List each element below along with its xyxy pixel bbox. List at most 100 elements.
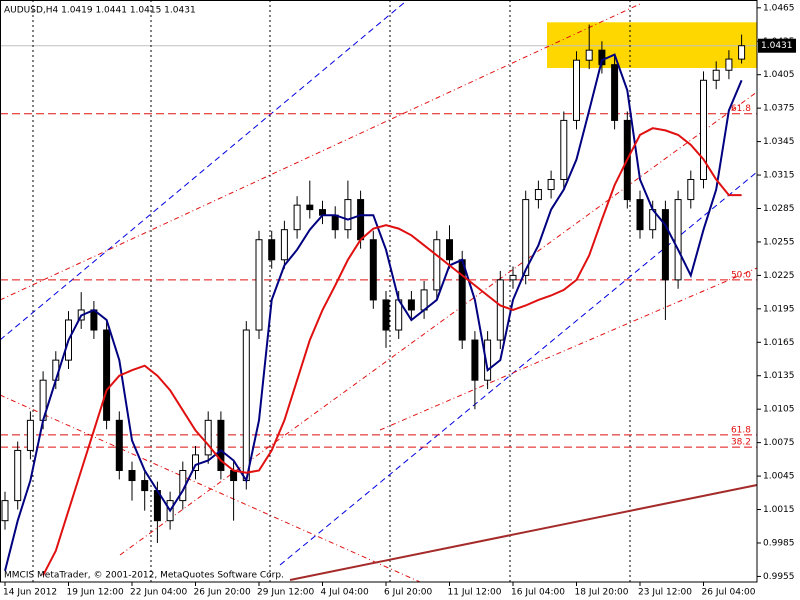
y-tick-label: 0.9985 [763,538,795,548]
candle-body [103,329,111,421]
x-tick-label: 23 Jul 12:00 [638,588,692,598]
candle-body [217,419,225,472]
candle-body [585,49,593,61]
x-tick-label: 26 Jul 04:00 [702,588,756,598]
trend-line [289,484,758,581]
moving-average [42,127,742,576]
candle-body [674,199,682,281]
candle-body [560,119,568,181]
x-tick-label: 18 Jul 20:00 [575,588,629,598]
fib-level-label: 38.2 [731,438,751,448]
x-tick-label: 14 Jun 2012 [3,588,57,598]
price-axis-area [757,0,800,600]
candle-body [230,470,238,482]
fib-level-label: 61.8 [731,104,751,114]
candle-body [446,239,453,261]
y-tick-label: 1.0465 [763,3,795,13]
copyright: MMCIS MetaTrader, © 2001-2012, MetaQuote… [4,571,284,581]
candle-body [636,199,644,231]
candle-body [280,229,288,261]
x-tick-label: 22 Jun 04:00 [130,588,187,598]
time-axis-area [0,582,800,600]
plot-border [0,0,758,583]
y-tick-label: 1.0105 [763,405,795,415]
candle-body [1,500,9,522]
y-tick-label: 1.0285 [763,204,795,214]
y-tick-label: 1.0225 [763,271,795,281]
chart-title: AUDUSD,H4 1.0419 1.0441 1.0415 1.0431 [4,6,196,16]
candle-body [738,45,746,60]
candle-body [484,339,492,381]
x-tick-label: 6 Jul 20:00 [384,588,433,598]
trend-line [0,394,421,583]
supply-zone [547,22,757,69]
separators [32,0,631,582]
fib-level-label: 50.0 [731,270,751,280]
x-tick-label: 16 Jul 04:00 [511,588,565,598]
candle-body [598,49,606,66]
candle-body [712,69,720,81]
axes-layer: 1.04651.04351.04051.03751.03451.03151.02… [3,3,796,598]
zone-layer [0,22,757,69]
candle-body [725,58,733,71]
candle-body [661,209,669,281]
candle-body [242,329,250,482]
candle-body [407,299,415,311]
y-tick-label: 1.0195 [763,304,795,314]
price-label: 1.0431 [761,41,793,51]
y-tick-label: 1.0075 [763,438,795,448]
candle-body [141,480,149,492]
y-tick-label: 1.0015 [763,505,795,515]
candle-body [306,204,314,211]
candle-body [433,239,441,291]
candle-body [357,199,365,241]
candle-body [128,470,136,482]
candle-body [547,179,555,191]
candle-body [331,214,339,231]
x-tick-label: 29 Jun 12:00 [257,588,314,598]
candle-body [534,189,542,201]
trend-line [379,267,758,431]
candle-body [14,449,22,502]
y-tick-label: 1.0405 [763,70,795,80]
price-label-box [758,38,796,53]
y-tick-label: 0.9955 [763,572,795,582]
x-tick-label: 19 Jun 12:00 [67,588,124,598]
y-tick-label: 1.0315 [763,171,795,181]
channel-line [0,1,406,341]
candle-body [344,199,352,231]
trend-line [0,3,641,301]
candle-body [700,79,707,181]
candle-body [382,299,390,331]
candle-body [268,239,276,261]
candle-body [522,199,530,276]
y-tick-label: 1.0135 [763,371,795,381]
trend-line [119,91,758,556]
candle-body [204,419,212,456]
candle-body [471,339,479,381]
candle-body [192,454,199,472]
y-tick-label: 1.0255 [763,237,795,247]
candle-body [420,289,428,311]
y-tick-label: 1.0345 [763,137,795,147]
x-tick-label: 26 Jun 20:00 [194,588,251,598]
y-tick-label: 1.0045 [763,472,795,482]
candle-body [255,239,263,331]
candles-layer [1,24,746,543]
candle-body [611,64,619,121]
overlays-layer [4,53,743,576]
candle-body [496,279,504,341]
candle-body [458,259,466,341]
y-tick-label: 1.0375 [763,104,795,114]
x-tick-label: 4 Jul 04:00 [321,588,370,598]
candle-body [509,274,517,281]
candle-body [573,59,580,121]
x-tick-label: 11 Jul 12:00 [448,588,502,598]
candle-body [293,204,301,231]
candle-body [115,419,123,472]
candle-body [687,179,695,201]
y-tick-label: 1.0165 [763,338,795,348]
moving-average [4,53,743,572]
